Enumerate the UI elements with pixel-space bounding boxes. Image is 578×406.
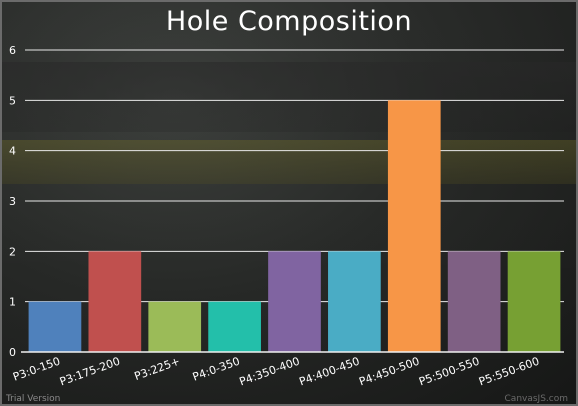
trial-version-text: Trial Version — [6, 394, 61, 404]
y-tick-label-4: 4 — [9, 145, 16, 158]
chart-title: Hole Composition — [165, 6, 413, 37]
x-tick-label-P4:0-350: P4:0-350 — [191, 355, 242, 384]
bar-P4:0-350[interactable] — [208, 301, 261, 352]
x-tick-label-P4:400-450: P4:400-450 — [297, 355, 361, 389]
bar-P3:175-200[interactable] — [88, 251, 142, 352]
canvasjs-credit[interactable]: CanvasJS.com — [504, 394, 568, 404]
x-tick-label-P5:550-600: P5:550-600 — [477, 355, 541, 389]
bars — [28, 100, 561, 352]
bar-P5:550-600[interactable] — [507, 251, 561, 352]
background-stands — [2, 62, 576, 132]
bar-P3:0-150[interactable] — [28, 301, 82, 352]
y-tick-label-5: 5 — [9, 94, 16, 107]
x-tick-label-P3:0-150: P3:0-150 — [11, 355, 62, 384]
background-band — [2, 140, 576, 184]
bar-P4:400-450[interactable] — [328, 251, 381, 352]
y-tick-label-6: 6 — [9, 44, 16, 57]
bar-P5:500-550[interactable] — [447, 251, 501, 352]
y-tick-label-2: 2 — [9, 245, 16, 258]
x-tick-label-P5:500-550: P5:500-550 — [417, 355, 481, 389]
x-tick-label-P4:350-400: P4:350-400 — [238, 355, 302, 389]
y-axis-ticks: 0 1 2 3 4 5 6 — [9, 44, 16, 359]
bar-P4:350-400[interactable] — [268, 251, 321, 352]
y-tick-label-3: 3 — [9, 195, 16, 208]
x-tick-label-P3:175-200: P3:175-200 — [58, 355, 122, 389]
x-tick-label-P4:450-500: P4:450-500 — [357, 355, 421, 389]
bar-P3:225+[interactable] — [148, 301, 202, 352]
bar-P4:450-500[interactable] — [387, 100, 441, 352]
y-tick-label-1: 1 — [9, 296, 16, 309]
x-tick-label-P3:225+: P3:225+ — [133, 355, 182, 383]
y-tick-label-0: 0 — [9, 346, 16, 359]
